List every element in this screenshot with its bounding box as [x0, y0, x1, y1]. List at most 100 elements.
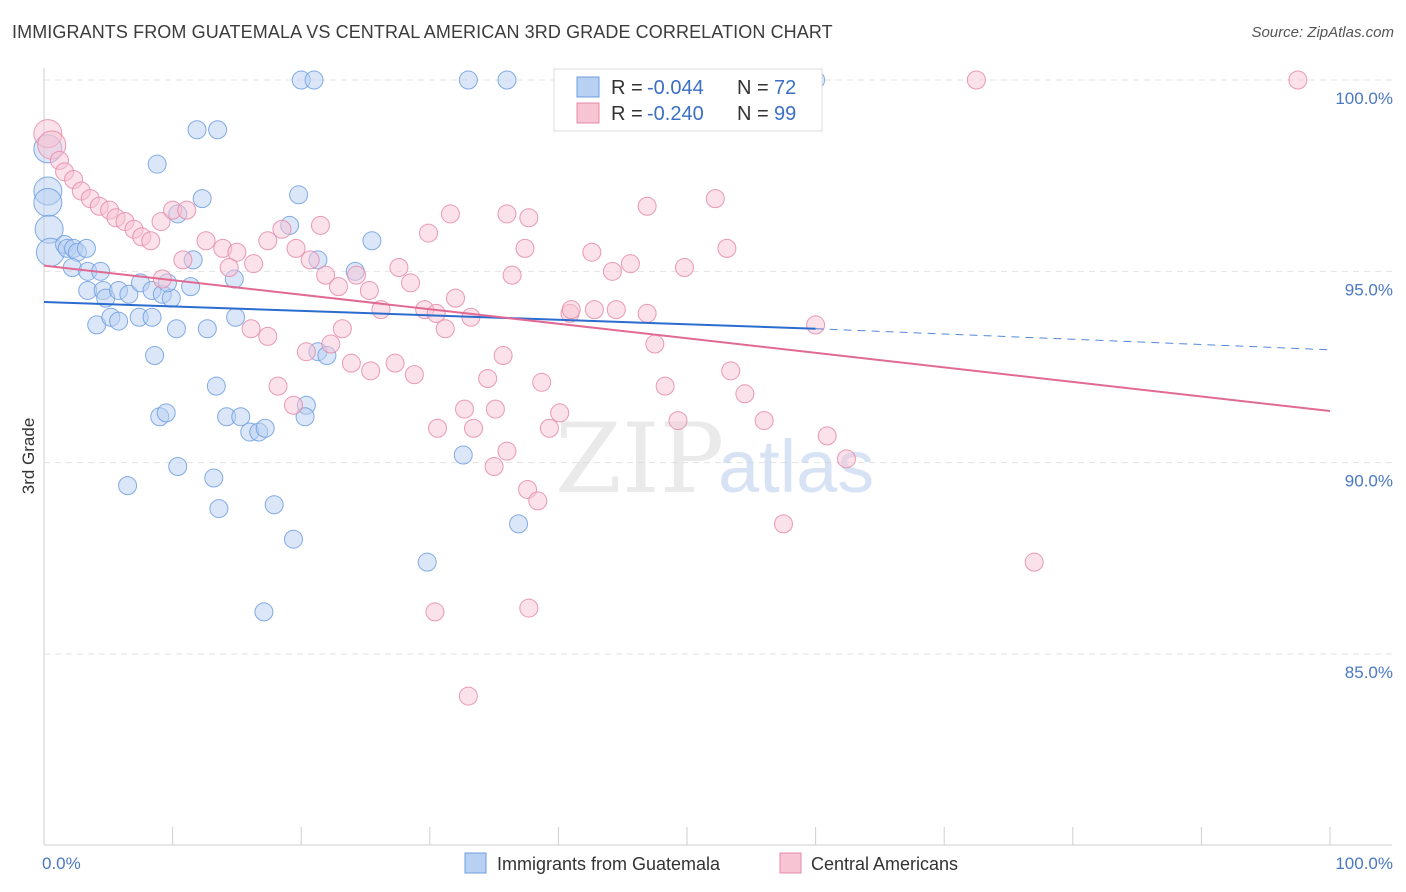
chart-title: IMMIGRANTS FROM GUATEMALA VS CENTRAL AME… [12, 22, 833, 42]
guatemala-point-30 [145, 346, 165, 366]
central-american-point-47 [602, 261, 622, 281]
stats-legend: R = -0.044 N = 72 R = -0.240 N = 99 [553, 68, 823, 132]
central-american-point-65 [341, 353, 361, 373]
central-american-point-81 [606, 300, 626, 320]
central-american-point-53 [519, 208, 539, 228]
guatemala-point-33 [156, 403, 176, 423]
central-american-point-60 [268, 376, 288, 396]
guatemala-point-50 [208, 120, 228, 140]
central-american-point-63 [321, 334, 341, 354]
central-american-point-52 [668, 411, 688, 431]
guatemala-point-45 [254, 602, 274, 622]
central-american-point-58 [241, 319, 261, 339]
central-american-point-25 [316, 265, 336, 285]
y-tick-label-1: 95.0% [1345, 280, 1393, 299]
central-american-point-13 [141, 231, 161, 251]
central-american-point-21 [258, 231, 278, 251]
y-tick-label-0: 100.0% [1335, 89, 1393, 108]
central-american-point-77 [458, 686, 478, 706]
central-american-point-27 [346, 265, 366, 285]
central-american-point-87 [1024, 552, 1044, 572]
guatemala-point-40 [204, 468, 224, 488]
guatemala-point-53 [289, 185, 309, 205]
central-american-point-17 [196, 231, 216, 251]
central-american-point-16 [177, 200, 197, 220]
guatemala-point-38 [255, 418, 275, 438]
guatemala-point-64 [497, 70, 517, 90]
central-american-point-91 [717, 238, 737, 258]
central-american-point-97 [219, 258, 239, 278]
guatemala-point-9 [76, 238, 96, 258]
legend-r-label-guatemala: R = [611, 77, 643, 99]
central-american-point-54 [497, 204, 517, 224]
central-american-point-75 [528, 491, 548, 511]
central-american-point-64 [332, 319, 352, 339]
legend-n-label-guatemala: N = [737, 77, 769, 99]
guatemala-point-35 [231, 407, 251, 427]
guatemala-point-48 [192, 189, 212, 209]
central-american-point-26 [328, 277, 348, 297]
central-american-point-61 [283, 395, 303, 415]
central-american-point-34 [435, 319, 455, 339]
central-american-point-50 [645, 334, 665, 354]
grid-lines [44, 79, 1392, 655]
central-american-point-20 [244, 254, 264, 274]
legend-r-value-central-american: -0.240 [647, 103, 704, 125]
central-american-point-62 [296, 342, 316, 362]
central-american-point-73 [497, 441, 517, 461]
guatemala-point-28 [197, 319, 217, 339]
legend-r-label-central-american: R = [611, 103, 643, 125]
trend-line-central-american [43, 264, 1331, 413]
central-american-point-69 [428, 418, 448, 438]
central-american-point-23 [286, 238, 306, 258]
guatemala-point-27 [166, 319, 186, 339]
legend-r-value-guatemala: -0.044 [647, 77, 704, 99]
central-american-point-94 [754, 411, 774, 431]
central-american-point-44 [550, 403, 570, 423]
legend-n-value-guatemala: 72 [774, 77, 796, 99]
guatemala-point-51 [147, 154, 167, 174]
legend-swatch-central-american [576, 102, 600, 124]
central-american-point-66 [361, 361, 381, 381]
guatemala-point-2 [33, 187, 63, 217]
central-american-point-51 [655, 376, 675, 396]
guatemala-point-68 [417, 552, 437, 572]
central-american-point-37 [478, 368, 498, 388]
trend-line-guatemala-extension [815, 328, 1331, 351]
series-legend-label-guatemala: Immigrants from Guatemala [497, 854, 721, 874]
trend-lines [43, 264, 1331, 413]
central-american-point-35 [446, 288, 466, 308]
series-legend-label-central-american: Central Americans [811, 854, 958, 874]
central-american-point-19 [227, 242, 247, 262]
source-label: Source: ZipAtlas.com [1251, 24, 1394, 41]
guatemala-point-39 [168, 456, 188, 476]
central-american-point-40 [502, 265, 522, 285]
central-american-point-76 [425, 602, 445, 622]
central-american-point-57 [310, 215, 330, 235]
central-american-point-83 [806, 315, 826, 335]
central-american-point-31 [401, 273, 421, 293]
central-american-point-49 [637, 196, 657, 216]
central-american-point-59 [258, 326, 278, 346]
central-american-point-82 [637, 303, 657, 323]
trend-line-guatemala [43, 300, 816, 330]
watermark: ZIP atlas [555, 403, 874, 515]
x-tick-labels: 0.0% 100.0% [42, 854, 1393, 873]
guatemala-point-60 [362, 231, 382, 251]
central-american-point-93 [735, 384, 755, 404]
guatemala-point-42 [209, 499, 229, 519]
central-american-point-24 [300, 250, 320, 270]
legend-swatch-guatemala [576, 76, 600, 98]
central-american-point-38 [485, 399, 505, 419]
series-legend-swatch-central-american [779, 852, 802, 874]
central-american-point-95 [674, 258, 694, 278]
central-american-point-84 [773, 514, 793, 534]
central-american-point-42 [532, 372, 552, 392]
central-american-point-55 [440, 204, 460, 224]
guatemala-point-44 [283, 529, 303, 549]
guatemala-point-29 [226, 307, 246, 327]
central-american-point-14 [151, 212, 171, 232]
central-american-point-90 [705, 189, 725, 209]
central-american-point-88 [1288, 70, 1308, 90]
